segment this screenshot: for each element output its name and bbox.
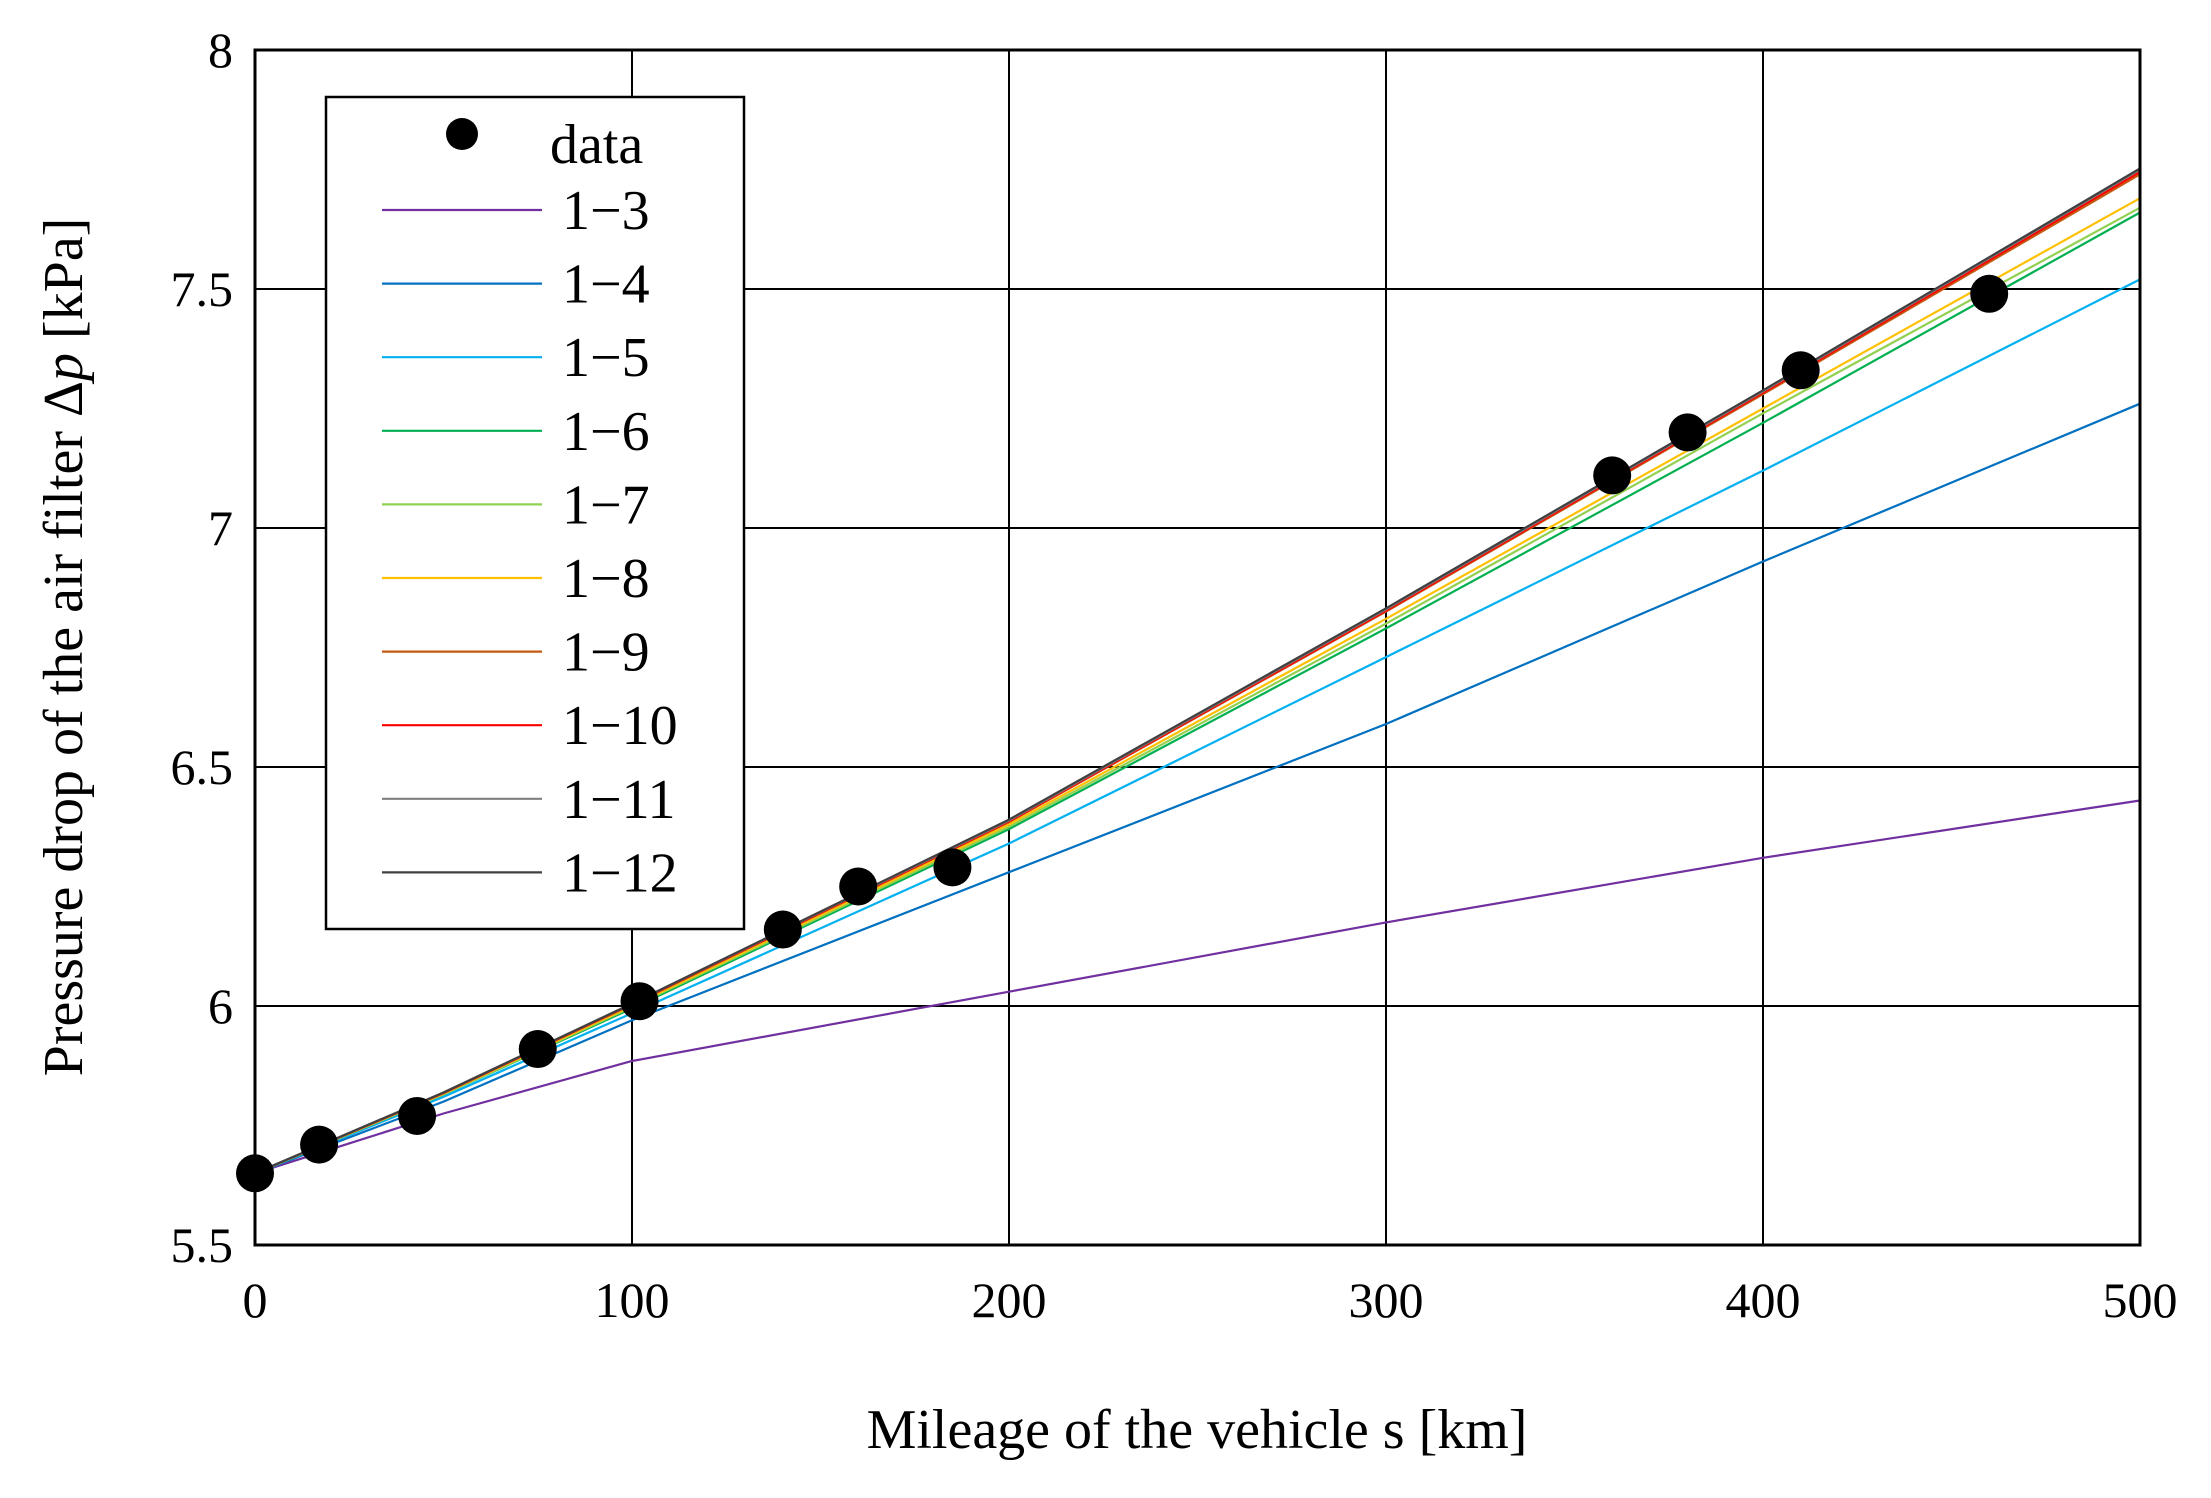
legend-marker-data bbox=[446, 118, 478, 150]
series-lines bbox=[254, 167, 2141, 1175]
data-point bbox=[1593, 456, 1632, 495]
data-point bbox=[398, 1096, 437, 1135]
x-tick-label: 400 bbox=[1726, 1272, 1801, 1328]
data-point bbox=[763, 910, 802, 949]
legend-label-1: 1−4 bbox=[562, 254, 650, 316]
data-points bbox=[236, 274, 2009, 1193]
series-line-0 bbox=[254, 799, 2141, 1175]
y-tick-label: 7.5 bbox=[171, 261, 234, 317]
x-tick-label: 500 bbox=[2103, 1272, 2178, 1328]
legend-label-2: 1−5 bbox=[562, 327, 650, 389]
x-tick-label: 100 bbox=[595, 1272, 670, 1328]
legend-label-8: 1−11 bbox=[562, 769, 676, 831]
y-tick-label: 6 bbox=[208, 978, 233, 1034]
legend-label-7: 1−10 bbox=[562, 695, 678, 757]
y-tick-label: 8 bbox=[208, 22, 233, 78]
legend-label-9: 1−12 bbox=[562, 842, 678, 904]
plot-frame bbox=[253, 48, 2142, 1247]
data-point bbox=[839, 867, 878, 906]
legend-label-5: 1−8 bbox=[562, 548, 650, 610]
data-point bbox=[518, 1030, 557, 1069]
legend-label-data: data bbox=[550, 114, 643, 176]
data-point bbox=[1781, 351, 1820, 390]
y-axis-title: Pressure drop of the air filter Δp [kPa] bbox=[33, 218, 95, 1077]
x-tick-label: 200 bbox=[972, 1272, 1047, 1328]
data-point bbox=[300, 1125, 339, 1164]
y-axis-title-variable: p bbox=[33, 353, 95, 385]
y-tick-label: 5.5 bbox=[171, 1217, 234, 1273]
y-axis-title-prefix: Pressure drop of the air filter Δ bbox=[33, 381, 95, 1076]
y-tick-label: 7 bbox=[208, 500, 233, 556]
data-point bbox=[933, 848, 972, 887]
legend-label-3: 1−6 bbox=[562, 401, 650, 463]
data-point bbox=[1668, 413, 1707, 452]
series-line-2 bbox=[254, 278, 2141, 1175]
y-tick-label: 6.5 bbox=[171, 739, 234, 795]
series-line-9 bbox=[254, 167, 2141, 1175]
series-line-1 bbox=[254, 402, 2141, 1175]
legend-label-6: 1−9 bbox=[562, 622, 650, 684]
x-tick-label: 0 bbox=[243, 1272, 268, 1328]
tick-labels: 0 100 200 300 400 500 5.5 6 6.5 7 7.5 8 bbox=[171, 22, 2178, 1328]
legend-box bbox=[324, 95, 746, 931]
data-point bbox=[1970, 274, 2009, 313]
x-axis-title: Mileage of the vehicle s [km] bbox=[867, 1399, 1528, 1461]
legend-label-0: 1−3 bbox=[562, 180, 650, 242]
data-point bbox=[620, 982, 659, 1021]
y-axis-title-suffix: [kPa] bbox=[33, 218, 95, 353]
legend-label-4: 1−7 bbox=[562, 474, 650, 536]
x-tick-label: 300 bbox=[1349, 1272, 1424, 1328]
